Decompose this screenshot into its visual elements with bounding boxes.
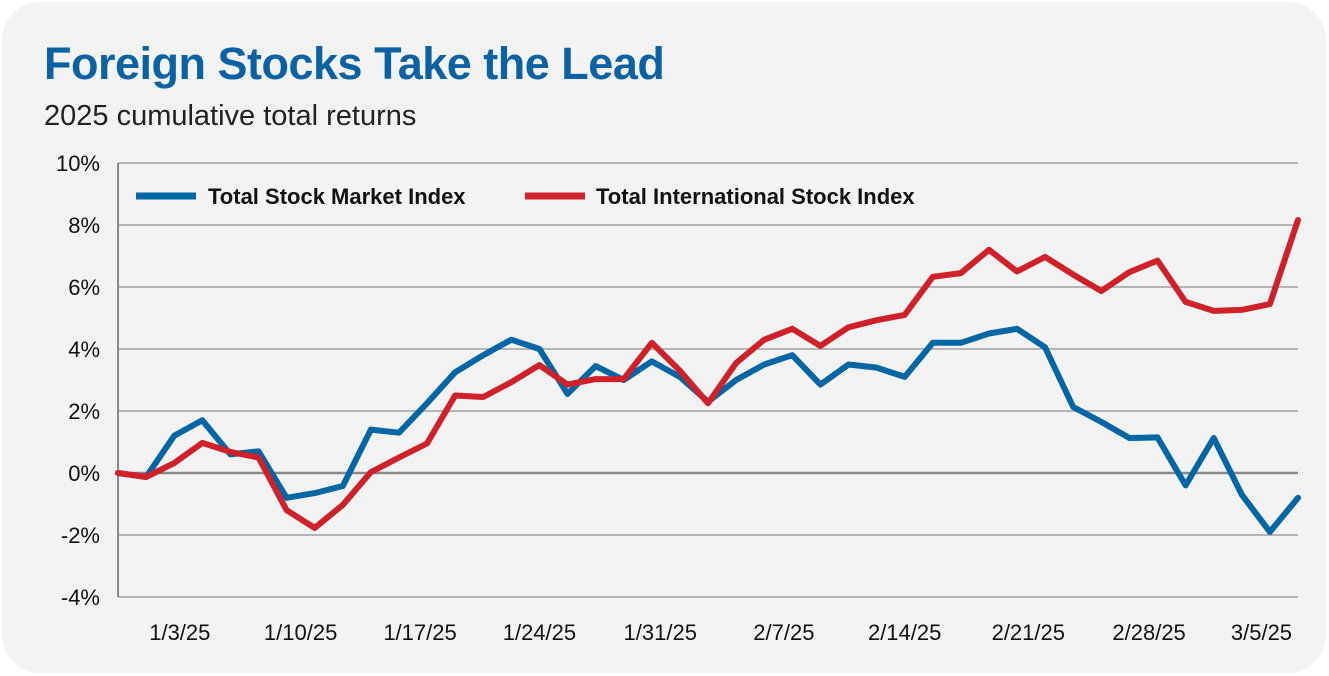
x-tick-label: 1/31/25 — [624, 620, 697, 645]
y-tick-label: 4% — [68, 337, 100, 362]
x-tick-label: 1/17/25 — [383, 620, 456, 645]
x-tick-label: 2/21/25 — [992, 620, 1065, 645]
x-tick-label: 2/14/25 — [868, 620, 941, 645]
legend-label: Total International Stock Index — [596, 184, 915, 209]
x-tick-label: 2/7/25 — [753, 620, 814, 645]
x-tick-label: 3/5/25 — [1231, 620, 1292, 645]
y-tick-label: -4% — [61, 585, 100, 610]
series-line-total-stock-market — [115, 325, 1301, 535]
y-tick-label: -2% — [61, 523, 100, 548]
y-tick-label: 8% — [68, 213, 100, 238]
chart-subtitle: 2025 cumulative total returns — [44, 100, 417, 132]
y-tick-label: 2% — [68, 399, 100, 424]
legend-label: Total Stock Market Index — [208, 184, 466, 209]
y-tick-label: 6% — [68, 275, 100, 300]
series-line-total-international — [115, 217, 1301, 531]
x-tick-label: 1/24/25 — [503, 620, 576, 645]
y-tick-label: 0% — [68, 461, 100, 486]
chart-title: Foreign Stocks Take the Lead — [44, 38, 665, 89]
y-tick-label: 10% — [56, 151, 100, 176]
x-tick-label: 1/10/25 — [264, 620, 337, 645]
x-tick-label: 1/3/25 — [149, 620, 210, 645]
x-tick-label: 2/28/25 — [1112, 620, 1185, 645]
